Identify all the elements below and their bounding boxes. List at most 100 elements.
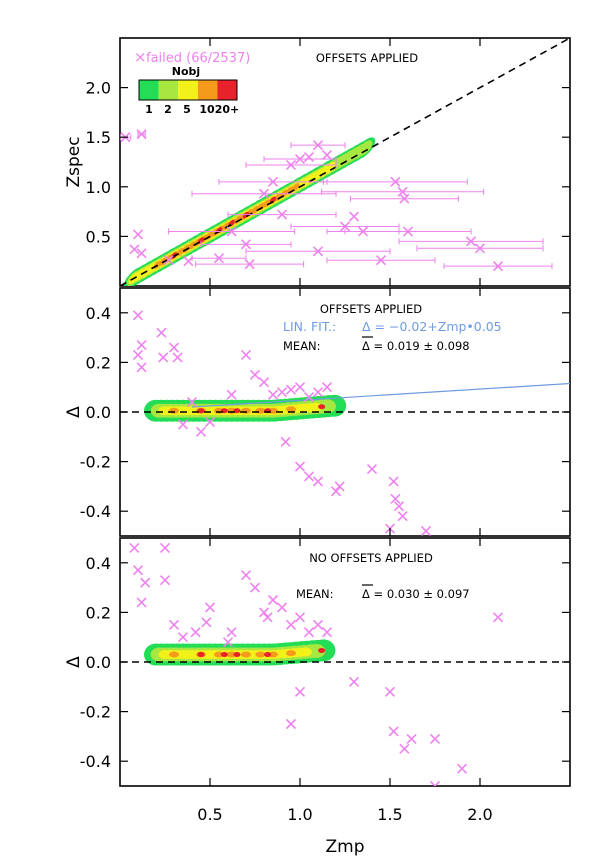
failed-points-panel-2 bbox=[132, 310, 432, 536]
x-tick-label: 1.0 bbox=[287, 805, 312, 824]
failed-point bbox=[226, 389, 237, 400]
failed-point bbox=[334, 481, 345, 492]
failed-point bbox=[177, 419, 189, 430]
density-blob bbox=[286, 186, 294, 195]
failed-point bbox=[285, 619, 297, 630]
y-tick-label: 0.4 bbox=[86, 554, 111, 573]
panel-1-frame bbox=[119, 37, 571, 287]
failed-point bbox=[249, 369, 261, 380]
failed-point bbox=[390, 176, 401, 187]
failed-point bbox=[156, 327, 167, 338]
failed-point bbox=[240, 349, 252, 361]
density-blob bbox=[242, 211, 250, 219]
density-blob bbox=[214, 651, 224, 658]
failed-point bbox=[388, 726, 399, 737]
failed-point bbox=[492, 261, 504, 272]
failed-point bbox=[129, 244, 140, 255]
y-tick-label: 0.0 bbox=[86, 403, 111, 422]
x-axis-label: Zmp bbox=[326, 837, 365, 857]
density-blob bbox=[197, 408, 205, 414]
panel-2-annotation: OFFSETS APPLIED bbox=[320, 302, 422, 316]
failed-point bbox=[244, 259, 255, 270]
failed-point bbox=[399, 743, 410, 754]
density-blob bbox=[274, 192, 283, 202]
failed-point bbox=[294, 686, 306, 697]
y-tick-label: 0.2 bbox=[86, 353, 111, 372]
density-blob bbox=[233, 652, 241, 658]
failed-point bbox=[168, 619, 180, 630]
panel-2-mean-label: MEAN: bbox=[283, 339, 321, 353]
density-blob bbox=[269, 196, 277, 204]
failed-point bbox=[267, 594, 279, 606]
density-blob bbox=[264, 652, 272, 658]
failed-point bbox=[388, 476, 399, 487]
panel-1-annotation: OFFSETS APPLIED bbox=[316, 51, 418, 65]
failed-point bbox=[177, 632, 189, 643]
one-to-one-line bbox=[120, 38, 570, 286]
panel-3-mean-value: Δ = 0.030 ± 0.097 bbox=[362, 587, 470, 601]
y-axis-label-panel-2: Δ bbox=[64, 406, 84, 418]
failed-point bbox=[136, 129, 147, 140]
failed-point bbox=[168, 342, 180, 353]
y-tick-label: 0.4 bbox=[86, 304, 111, 323]
density-blob bbox=[307, 643, 326, 658]
density-blob bbox=[226, 651, 237, 658]
failed-point bbox=[222, 637, 234, 648]
y-tick-label: -0.2 bbox=[80, 703, 111, 722]
failed-point bbox=[429, 733, 441, 744]
failed-point bbox=[312, 387, 324, 398]
failed-point bbox=[303, 627, 315, 638]
failed-point bbox=[172, 352, 183, 363]
density-blob bbox=[241, 407, 251, 414]
failed-legend-label: failed (66/2537) bbox=[146, 51, 250, 66]
density-contours-panel-3 bbox=[144, 639, 336, 666]
density-blob bbox=[286, 650, 296, 657]
colorbar-label-20plus: 20+ bbox=[215, 103, 240, 116]
failed-point bbox=[240, 239, 252, 250]
failed-point bbox=[397, 511, 408, 522]
failed-point bbox=[276, 602, 288, 613]
y-axis-label-panel-1: Zspec bbox=[64, 136, 84, 187]
failed-point bbox=[339, 221, 351, 232]
failed-point bbox=[420, 525, 432, 536]
failed-point bbox=[258, 377, 270, 388]
failed-point bbox=[213, 253, 225, 264]
x-tick-label: 2.0 bbox=[467, 805, 492, 824]
failed-point bbox=[321, 149, 333, 161]
failed-point bbox=[136, 362, 147, 373]
density-blob bbox=[318, 648, 326, 654]
failed-point bbox=[132, 229, 144, 240]
density-blob bbox=[357, 140, 373, 157]
failed-points-panel-1 bbox=[120, 129, 553, 272]
density-blob bbox=[233, 408, 241, 414]
failed-point bbox=[303, 471, 315, 482]
failed-point bbox=[321, 627, 333, 638]
density-blob bbox=[262, 199, 271, 208]
failed-point bbox=[303, 151, 315, 163]
failed-point bbox=[195, 426, 207, 437]
colorbar-segment bbox=[217, 80, 237, 100]
failed-point bbox=[267, 176, 279, 187]
colorbar-title: Nobj bbox=[172, 65, 200, 78]
colorbar-segment bbox=[139, 80, 159, 100]
colorbar-segment bbox=[197, 80, 218, 100]
density-blob bbox=[197, 652, 205, 658]
y-tick-label: 0.0 bbox=[86, 653, 111, 672]
failed-point bbox=[285, 384, 297, 395]
failed-point bbox=[366, 463, 378, 475]
panel-3-annotation: NO OFFSETS APPLIED bbox=[309, 551, 433, 565]
y-tick-label: 1.5 bbox=[86, 128, 111, 147]
x-tick-label: 0.5 bbox=[197, 805, 222, 824]
density-blob bbox=[169, 407, 179, 414]
y-tick-label: 2.0 bbox=[86, 79, 111, 98]
failed-point bbox=[285, 718, 297, 730]
panel-2-mean-value: Δ = 0.019 ± 0.098 bbox=[362, 339, 470, 353]
colorbar-label-1: 1 bbox=[145, 103, 153, 116]
failed-point bbox=[399, 193, 410, 204]
failed-point bbox=[402, 226, 414, 237]
failed-point bbox=[294, 153, 306, 165]
failed-point bbox=[132, 565, 144, 576]
failed-point bbox=[159, 542, 171, 553]
density-blob bbox=[268, 651, 278, 658]
density-blob bbox=[220, 652, 228, 658]
